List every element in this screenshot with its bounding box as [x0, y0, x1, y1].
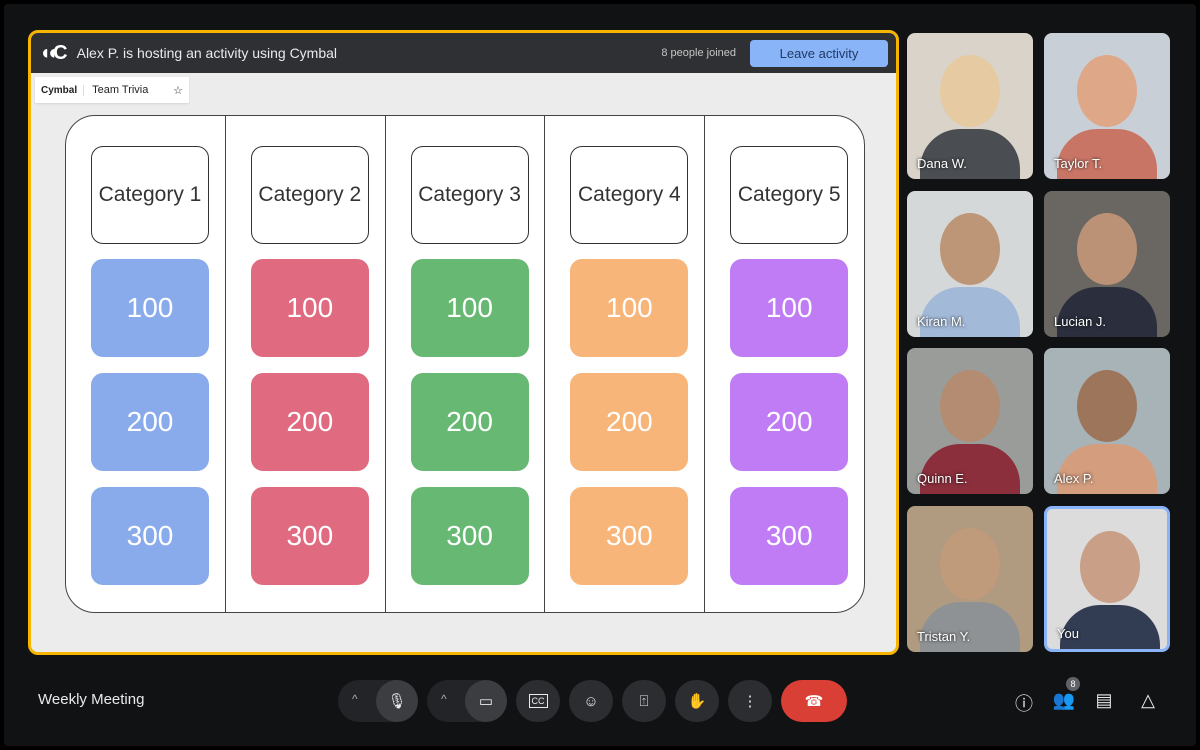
more-vert-icon: ⋮ — [742, 693, 758, 710]
category-column: Category 5 100 200 300 — [705, 116, 864, 612]
participant-video — [920, 129, 1020, 179]
phone-hangup-icon: ☎ — [804, 693, 824, 710]
participant-tile[interactable]: Quinn E. — [907, 348, 1033, 494]
category-header: Category 5 — [730, 146, 849, 244]
participant-video — [1060, 605, 1160, 649]
question-tile[interactable]: 200 — [91, 373, 209, 471]
question-tile[interactable]: 100 — [730, 259, 849, 357]
question-tile[interactable]: 100 — [250, 259, 369, 357]
participant-tile[interactable]: Lucian J. — [1044, 191, 1170, 337]
meeting-title: Weekly Meeting — [38, 691, 145, 708]
activity-host-text: Alex P. is hosting an activity using Cym… — [76, 45, 338, 61]
participant-video — [1057, 444, 1157, 494]
emoji-icon: ☺ — [583, 692, 599, 710]
participant-video — [920, 287, 1020, 337]
captions-icon: CC — [528, 694, 548, 708]
present-screen-icon: ⍐ — [639, 692, 649, 710]
participant-video — [940, 370, 1000, 442]
category-column: Category 3 100 200 300 — [386, 116, 546, 612]
chevron-up-icon[interactable]: ^ — [441, 692, 447, 706]
participant-video — [1077, 370, 1137, 442]
category-column: Category 4 100 200 300 — [545, 116, 706, 612]
participant-name: Taylor T. — [1054, 156, 1103, 171]
category-column: Category 2 100 200 300 — [226, 116, 386, 612]
chevron-up-icon[interactable]: ^ — [352, 692, 358, 706]
participant-video — [1080, 531, 1140, 603]
question-tile[interactable]: 300 — [91, 487, 209, 585]
question-tile[interactable]: 300 — [570, 487, 689, 585]
question-tile[interactable]: 200 — [570, 373, 689, 471]
participant-name: Tristan Y. — [917, 629, 971, 644]
joined-count: 8 people joined — [661, 47, 736, 59]
question-tile[interactable]: 100 — [91, 259, 209, 357]
participant-video — [920, 602, 1020, 652]
participant-name: Dana W. — [917, 156, 967, 171]
participant-video — [1057, 287, 1157, 337]
raise-hand-button[interactable]: ✋ — [675, 680, 719, 722]
category-header: Category 2 — [250, 146, 369, 244]
participant-name: Kiran M. — [917, 314, 966, 329]
app-name: Team Trivia — [92, 84, 149, 96]
question-tile[interactable]: 200 — [730, 373, 849, 471]
hand-icon: ✋ — [687, 693, 707, 710]
more-options-button[interactable]: ⋮ — [728, 680, 772, 722]
mic-control[interactable]: ^ 🎙 — [338, 680, 418, 722]
app-tab: Cymbal Team Trivia ☆ — [35, 77, 189, 103]
participant-video — [1077, 213, 1137, 285]
microphone-icon[interactable]: 🎙 — [376, 680, 418, 722]
camera-icon[interactable]: ▭ — [465, 680, 507, 722]
leave-call-button[interactable]: ☎ — [781, 680, 847, 722]
app-brand: Cymbal — [35, 84, 85, 96]
participant-video — [940, 213, 1000, 285]
question-tile[interactable]: 300 — [730, 487, 849, 585]
participant-tile[interactable]: Tristan Y. — [907, 506, 1033, 652]
leave-activity-button[interactable]: Leave activity — [750, 39, 888, 67]
participant-tile[interactable]: Dana W. — [907, 33, 1033, 179]
question-tile[interactable]: 100 — [410, 259, 529, 357]
cymbal-logo-icon: ◖◖C — [39, 41, 68, 64]
participant-video — [1077, 55, 1137, 127]
activity-stage: ◖◖C Alex P. is hosting an activity using… — [28, 30, 899, 655]
category-header: Category 3 — [410, 146, 529, 244]
star-icon[interactable]: ☆ — [173, 84, 183, 97]
participant-video — [920, 444, 1020, 494]
question-tile[interactable]: 300 — [410, 487, 529, 585]
category-column: Category 1 100 200 300 — [66, 116, 226, 612]
participant-video — [940, 528, 1000, 600]
info-icon[interactable]: ⓘ — [1015, 694, 1033, 714]
question-tile[interactable]: 200 — [250, 373, 369, 471]
participant-tile[interactable]: Taylor T. — [1044, 33, 1170, 179]
activities-icon[interactable]: △ — [1141, 690, 1155, 710]
participant-name: Lucian J. — [1054, 314, 1107, 329]
question-tile[interactable]: 200 — [410, 373, 529, 471]
participant-name: You — [1057, 626, 1079, 641]
people-icon[interactable]: 👥 — [1052, 690, 1076, 710]
question-tile[interactable]: 100 — [570, 259, 689, 357]
participant-video — [940, 55, 1000, 127]
reactions-button[interactable]: ☺ — [569, 680, 613, 722]
participant-tile[interactable]: Kiran M. — [907, 191, 1033, 337]
participant-video — [1057, 129, 1157, 179]
question-tile[interactable]: 300 — [250, 487, 369, 585]
present-button[interactable]: ⍐ — [622, 680, 666, 722]
camera-control[interactable]: ^ ▭ — [427, 680, 507, 722]
people-count-badge: 8 — [1066, 677, 1080, 691]
participant-name: Alex P. — [1054, 471, 1094, 486]
participant-tile[interactable]: Alex P. — [1044, 348, 1170, 494]
participant-name: Quinn E. — [917, 471, 968, 486]
trivia-board: Category 1 100 200 300 Category 2 100 200 300 Ca… — [65, 115, 865, 613]
category-header: Category 4 — [570, 146, 689, 244]
category-header: Category 1 — [91, 146, 209, 244]
captions-button[interactable]: CC — [516, 680, 560, 722]
participant-tile[interactable]: You — [1044, 506, 1170, 652]
chat-icon[interactable]: ▤ — [1095, 690, 1113, 710]
activity-header: ◖◖C Alex P. is hosting an activity using… — [31, 33, 896, 73]
